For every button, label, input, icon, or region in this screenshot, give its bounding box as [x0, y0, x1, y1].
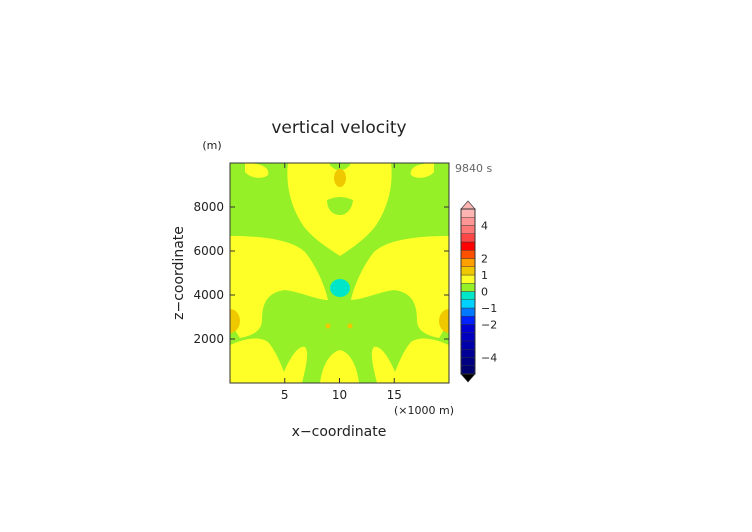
contour-region-top-left-blob [245, 163, 269, 178]
colorbar-bin [460, 250, 476, 259]
y-axis: 2000 4000 6000 8000 [193, 200, 449, 346]
contour-region-top-right-blob [410, 163, 434, 178]
colorbar-tick-label: 1 [481, 269, 488, 282]
colorbar-min-arrow [460, 373, 476, 383]
time-label: 9840 s [455, 162, 492, 175]
y-axis-label: z−coordinate [171, 226, 187, 320]
contour-plot-area [230, 163, 449, 383]
colorbar-bin [460, 217, 476, 226]
colorbar-bin [460, 225, 476, 234]
colorbar: 4 2 1 0 −1 −2 −4 [460, 200, 497, 383]
contour-region-lower-left-lobe [230, 236, 328, 338]
colorbar-bin [460, 233, 476, 243]
x-tick-label: 5 [281, 388, 289, 402]
contour-green-inner-top [327, 197, 353, 215]
y-tick-label: 6000 [193, 244, 224, 258]
colorbar-bin [460, 307, 476, 317]
y-tick-label: 4000 [193, 288, 224, 302]
colorbar-bin [460, 332, 476, 342]
contour-region-bottom-right-arm [371, 338, 449, 383]
colorbar-bin [460, 241, 476, 251]
x-tick-label: 10 [332, 388, 347, 402]
colorbar-bin [460, 316, 476, 325]
colorbar-tick-label: 2 [481, 253, 488, 266]
y-unit-label: (m) [202, 139, 221, 152]
colorbar-tick-label: 4 [481, 220, 488, 233]
colorbar-bin [460, 299, 476, 309]
contour-region-bottom-center-arm [320, 350, 359, 383]
colorbar-bin [460, 324, 476, 333]
x-tick-label: 15 [387, 388, 402, 402]
colorbar-frame [460, 208, 476, 375]
contour-small-max-right [347, 323, 353, 329]
colorbar-tick-label: 0 [481, 286, 488, 299]
x-axis-label: x−coordinate [292, 424, 387, 440]
colorbar-bin [460, 266, 476, 276]
colorbar-bin [460, 357, 476, 366]
colorbar-tick-label: −4 [481, 352, 497, 365]
colorbar-bin [460, 208, 476, 218]
colorbar-bin [460, 274, 476, 284]
colorbar-bin [460, 349, 476, 358]
colorbar-bin [460, 258, 476, 267]
y-tick-label: 2000 [193, 332, 224, 346]
contour-region-right-edge-maximum [439, 309, 449, 333]
colorbar-tick-label: −1 [481, 302, 497, 315]
colorbar-bin [460, 340, 476, 350]
y-tick-label: 8000 [193, 200, 224, 214]
colorbar-bin [460, 283, 476, 292]
contour-region-left-edge-maximum [230, 309, 240, 333]
contour-region-lower-right-lobe [351, 236, 449, 338]
contour-region-center-downdraft [330, 279, 350, 297]
contour-small-max-left [325, 323, 331, 329]
x-unit-label: (×1000 m) [394, 404, 454, 417]
contour-region-top-center-maximum [334, 169, 346, 187]
colorbar-bin [460, 291, 476, 300]
chart-title: vertical velocity [271, 118, 406, 138]
x-axis: 5 10 15 [281, 163, 402, 402]
colorbar-tick-label: −2 [481, 319, 497, 332]
contour-region-bottom-left-arm [230, 338, 308, 383]
colorbar-bin [460, 365, 476, 375]
colorbar-max-arrow [460, 200, 476, 210]
